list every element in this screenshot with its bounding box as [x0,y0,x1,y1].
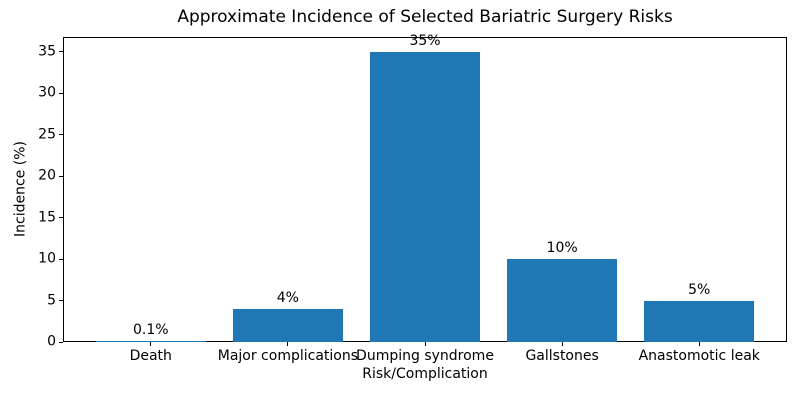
x-tick-mark [287,342,289,346]
chart-title: Approximate Incidence of Selected Bariat… [177,7,673,27]
x-axis-label: Risk/Complication [362,366,488,382]
x-tick-mark [561,342,563,346]
y-tick-label: 35 [38,43,56,60]
x-tick-mark [424,342,426,346]
bar [644,300,755,342]
bar [95,340,206,342]
x-tick-label: Dumping syndrome [356,348,494,364]
y-tick-label: 5 [47,292,56,308]
bar-value-label: 4% [276,289,299,306]
y-tick-label: 30 [38,84,56,101]
y-tick-mark [59,217,63,218]
bar-value-label: 5% [688,281,711,298]
x-tick-mark [150,342,152,346]
y-tick-mark [59,134,63,136]
bar [507,259,617,342]
bar-value-label: 0.1% [132,321,169,338]
y-tick-mark [59,92,63,94]
y-tick-label: 15 [38,209,56,225]
y-tick-label: 25 [38,126,56,143]
x-tick-label: Gallstones [525,348,599,364]
y-tick-mark [59,300,63,301]
x-tick-label: Major complications [217,348,359,364]
y-tick-mark [59,51,63,53]
x-tick-label: Anastomotic leak [638,348,760,364]
bar-value-label: 35% [409,32,441,49]
bar [233,308,343,342]
x-tick-label: Death [129,348,172,364]
bar-value-label: 10% [546,240,578,256]
y-tick-mark [59,258,63,260]
x-tick-mark [698,342,700,346]
y-tick-label: 0 [47,333,56,350]
bar [370,51,480,342]
y-tick-mark [59,175,63,177]
y-tick-mark [59,341,63,343]
y-tick-label: 20 [38,167,56,184]
y-tick-label: 10 [38,250,56,267]
